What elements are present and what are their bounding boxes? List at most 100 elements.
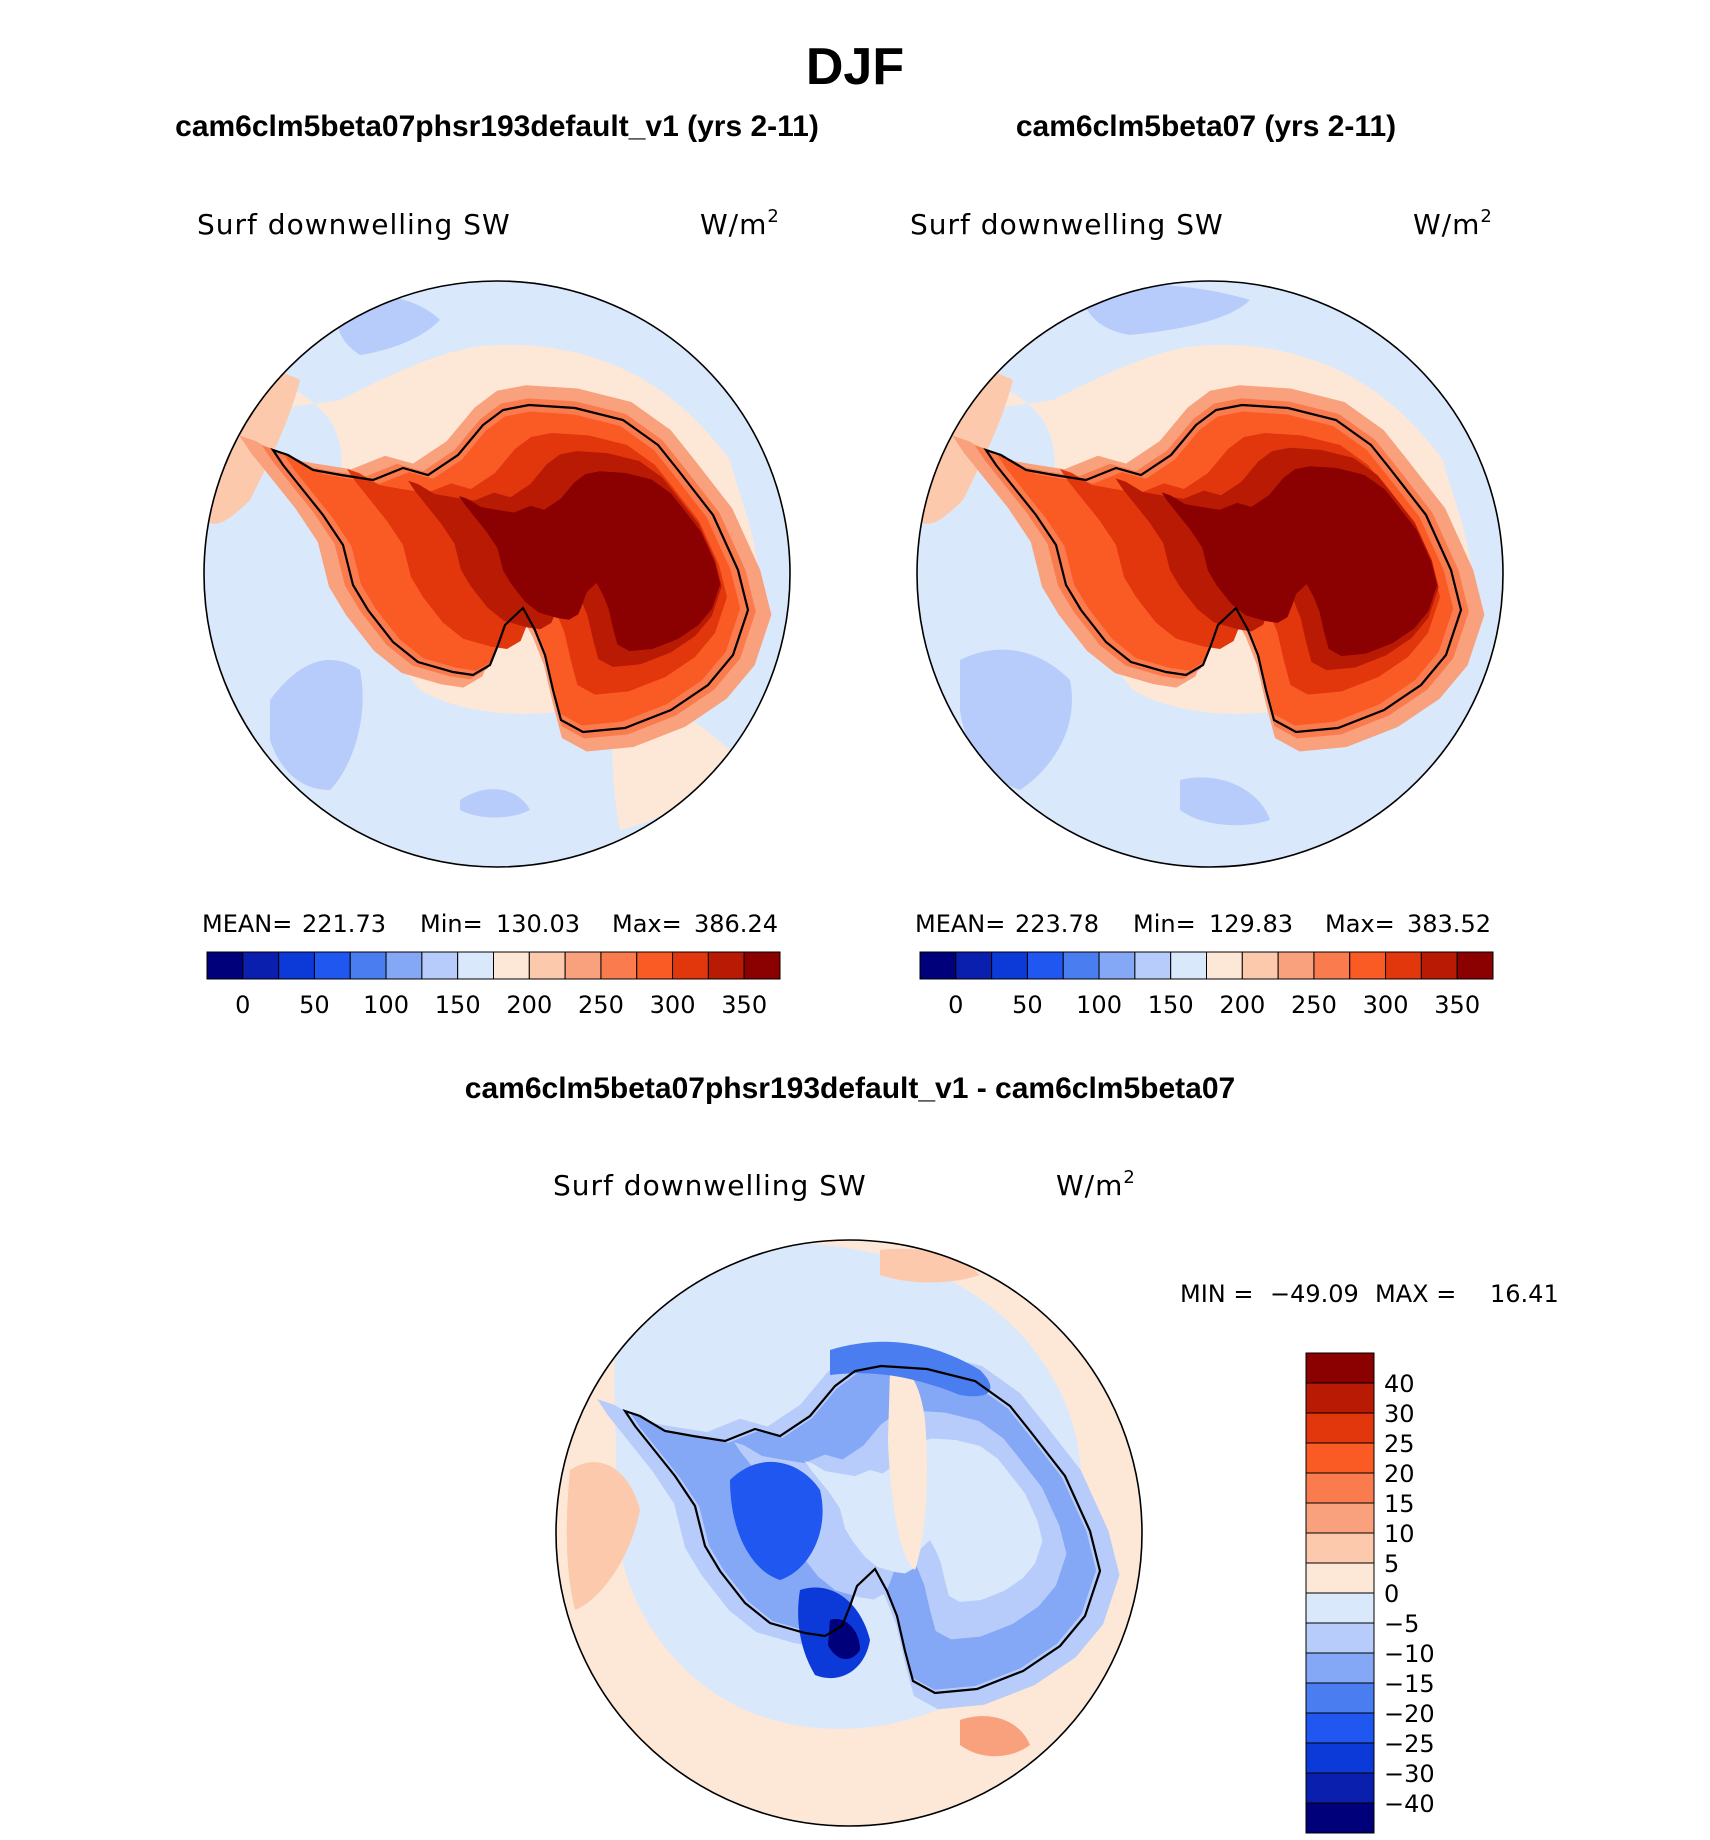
colorbar-tick-label: 150 <box>1148 991 1194 1019</box>
colorbar-swatch <box>1305 1532 1375 1564</box>
colorbar-tick-label: −20 <box>1384 1700 1435 1728</box>
field-blue-peninsula <box>730 1461 823 1580</box>
colorbar-swatch <box>1305 1562 1375 1594</box>
max-label: Max= <box>612 910 682 938</box>
colorbar-tick-label: 10 <box>1384 1520 1415 1548</box>
colorbar-swatch <box>1134 951 1172 980</box>
min-label: MIN = <box>1180 1280 1253 1308</box>
panel-model-b: cam6clm5beta07 (yrs 2-11) Surf downwelli… <box>910 110 1504 1019</box>
colorbar-tick-label: 350 <box>721 991 767 1019</box>
colorbar-swatch <box>1349 951 1387 980</box>
colorbar-tick-label: 0 <box>1384 1580 1399 1608</box>
field-blue-3 <box>460 789 530 818</box>
field-pink-north <box>880 1248 980 1283</box>
colorbar-tick-label: 15 <box>1384 1490 1415 1518</box>
colorbar-tick-label: 25 <box>1384 1430 1415 1458</box>
colorbar-swatch <box>991 951 1028 980</box>
min-value: 129.83 <box>1209 910 1293 938</box>
mean-value: 223.78 <box>1015 910 1099 938</box>
colorbar-tick-label: 150 <box>435 991 481 1019</box>
colorbar-tick-label: 0 <box>948 991 963 1019</box>
map <box>204 281 790 867</box>
colorbar: 0 50 100 150 200 250 300 350 <box>206 951 781 1019</box>
max-label: Max= <box>1325 910 1395 938</box>
field-pink-west <box>566 1462 640 1610</box>
units-label: W/m2 <box>700 206 780 241</box>
colorbar-swatch <box>528 951 566 980</box>
colorbar-swatch <box>1277 951 1315 980</box>
panel-title: cam6clm5beta07phsr193default_v1 (yrs 2-1… <box>175 110 819 143</box>
min-label: Min= <box>420 910 483 938</box>
colorbar-tick-label: 0 <box>235 991 250 1019</box>
map-border <box>203 280 791 868</box>
stats-line: MEAN= 221.73 Min= 130.03 Max= 386.24 <box>202 910 778 938</box>
map-border <box>916 280 1504 868</box>
min-label: Min= <box>1133 910 1196 938</box>
colorbar: 0 50 100 150 200 250 300 350 <box>919 951 1494 1019</box>
colorbar-tick-label: 250 <box>1291 991 1337 1019</box>
panel-model-a: cam6clm5beta07phsr193default_v1 (yrs 2-1… <box>175 110 819 1019</box>
colorbar-swatch <box>1305 1622 1375 1654</box>
units-label: W/m2 <box>1413 206 1493 241</box>
figure-title: DJF <box>806 38 904 96</box>
colorbar-swatch <box>1305 1652 1375 1684</box>
colorbar-tick-label: 50 <box>299 991 330 1019</box>
colorbar-tick-label: 100 <box>363 991 409 1019</box>
colorbar-swatch <box>1385 951 1422 980</box>
field-blue-2 <box>960 649 1072 790</box>
colorbar-swatch <box>919 951 957 980</box>
colorbar-tick-label: 30 <box>1384 1400 1415 1428</box>
colorbar-tick-label: 200 <box>1219 991 1265 1019</box>
colorbar-swatch <box>493 951 530 980</box>
colorbar-swatch <box>385 951 423 980</box>
field-blue-2 <box>270 660 363 790</box>
colorbar-tick-label: −40 <box>1384 1790 1435 1818</box>
colorbar-swatch <box>242 951 280 980</box>
colorbar-swatch <box>1313 951 1351 980</box>
colorbar-tick-label: 20 <box>1384 1460 1415 1488</box>
colorbar-swatch <box>1305 1772 1375 1804</box>
variable-label: Surf downwelling SW <box>197 208 511 241</box>
mean-value: 221.73 <box>302 910 386 938</box>
colorbar-swatch <box>421 951 459 980</box>
colorbar-swatch <box>1305 1412 1375 1444</box>
colorbar-tick-label: 300 <box>1363 991 1409 1019</box>
colorbar-swatch <box>313 951 351 980</box>
colorbar-swatch <box>1098 951 1136 980</box>
colorbar-tick-label: −30 <box>1384 1760 1435 1788</box>
colorbar-swatch <box>1305 1802 1375 1834</box>
colorbar-swatch <box>1420 951 1458 980</box>
colorbar-swatch <box>1305 1682 1375 1714</box>
colorbar-tick-label: −10 <box>1384 1640 1435 1668</box>
colorbar-tick-label: −5 <box>1384 1610 1419 1638</box>
max-value: 16.41 <box>1490 1280 1559 1308</box>
panel-difference: cam6clm5beta07phsr193default_v1 - cam6cl… <box>465 1072 1559 1834</box>
colorbar-swatch <box>1305 1742 1375 1774</box>
field-blue-1 <box>1080 284 1250 335</box>
colorbar-swatch <box>206 951 244 980</box>
max-label: MAX = <box>1375 1280 1456 1308</box>
map <box>556 1240 1142 1826</box>
units-label: W/m2 <box>1056 1167 1136 1202</box>
colorbar-swatch <box>1170 951 1207 980</box>
colorbar-swatch <box>600 951 638 980</box>
max-value: 383.52 <box>1407 910 1491 938</box>
colorbar-swatch <box>278 951 315 980</box>
colorbar-swatch <box>1305 1442 1375 1474</box>
colorbar-tick-label: 200 <box>506 991 552 1019</box>
colorbar-swatch <box>636 951 674 980</box>
colorbar-tick-label: 50 <box>1012 991 1043 1019</box>
colorbar-swatch <box>1206 951 1243 980</box>
stats-line: MIN = −49.09 MAX = 16.41 <box>1180 1280 1559 1308</box>
field-pink-south <box>960 1716 1030 1757</box>
field-blue-north-coast <box>830 1341 991 1397</box>
colorbar-swatch <box>1305 1502 1375 1534</box>
colorbar-swatch <box>1456 951 1494 980</box>
map-border <box>555 1239 1143 1827</box>
field-peach-ridge <box>888 1367 927 1570</box>
colorbar-tick-label: 250 <box>578 991 624 1019</box>
min-value: −49.09 <box>1270 1280 1359 1308</box>
colorbar-swatch <box>1305 1382 1375 1414</box>
panel-title: cam6clm5beta07 (yrs 2-11) <box>1016 110 1396 143</box>
